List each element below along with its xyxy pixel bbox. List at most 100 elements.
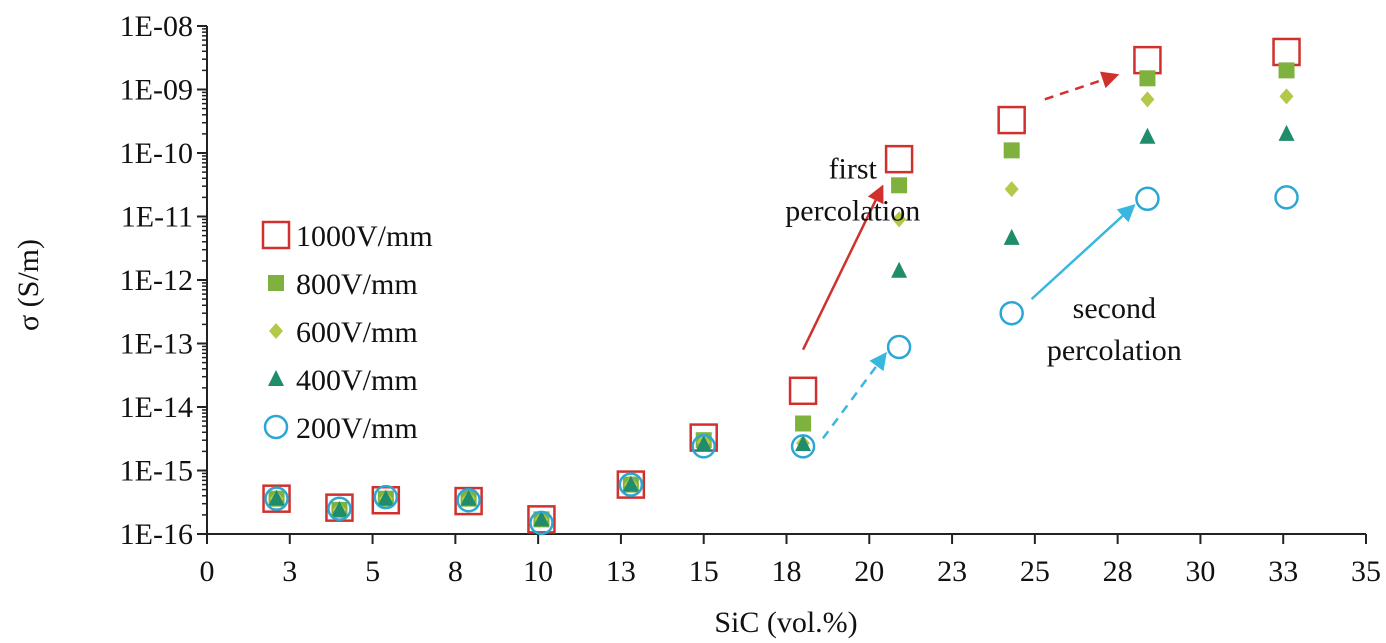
data-point (691, 434, 716, 459)
x-tick-label: 33 (1268, 555, 1298, 588)
y-tick-label: 1E-13 (120, 328, 193, 361)
data-point (1278, 62, 1295, 79)
legend-item: 1000V/mm (261, 220, 433, 253)
data-point (1139, 127, 1156, 144)
data-point (529, 510, 554, 536)
legend-item: 200V/mm (263, 412, 418, 445)
data-point (331, 500, 348, 517)
y-tick-label: 1E-11 (121, 201, 193, 234)
tick-labels: 1E-16 1E-15 1E-14 1E-13 1E-12 1E-11 1E-10 1E-09… (120, 10, 1381, 588)
dashed-arrow (1044, 71, 1120, 101)
data-point (886, 334, 912, 360)
data-point (695, 435, 712, 452)
axes (197, 25, 1367, 544)
data-point (891, 177, 908, 194)
data-point (373, 484, 399, 510)
x-tick-label: 5 (365, 555, 380, 588)
data-point (533, 510, 550, 527)
data-point (1003, 142, 1020, 159)
data-point (891, 261, 908, 278)
percolation-arrows (801, 71, 1136, 440)
y-tick-label: 1E-12 (120, 264, 193, 297)
x-tick-label: 8 (448, 555, 463, 588)
legend-marker (268, 370, 284, 386)
legend-label: 400V/mm (296, 364, 418, 397)
legend-item: 400V/mm (268, 364, 418, 397)
x-tick-label: 30 (1185, 555, 1215, 588)
first-percolation-label: percolation (785, 194, 920, 227)
legend-label: 1000V/mm (296, 220, 433, 253)
data-point (460, 489, 477, 506)
x-tick-label: 25 (1020, 555, 1050, 588)
data-point (892, 211, 907, 228)
legend-item: 600V/mm (269, 316, 418, 349)
second-percolation-label: percolation (1047, 334, 1182, 367)
series-1000v-per-mm (262, 37, 1301, 534)
data-point (999, 300, 1024, 326)
x-tick-label: 23 (937, 555, 967, 588)
data-point (795, 415, 812, 432)
legend-label: 200V/mm (296, 412, 418, 445)
x-tick-label: 20 (854, 555, 884, 588)
data-point (262, 484, 291, 513)
data-point (1140, 91, 1155, 108)
x-tick-label: 10 (523, 555, 553, 588)
data-point (1139, 70, 1156, 87)
x-tick-label: 35 (1351, 555, 1381, 588)
data-point (1279, 88, 1294, 105)
data-point (1272, 37, 1301, 67)
solid-arrow (801, 184, 884, 351)
data-point (264, 486, 289, 511)
x-tick-label: 0 (200, 555, 215, 588)
x-tick-label: 28 (1103, 555, 1133, 588)
legend-label: 800V/mm (296, 268, 418, 301)
annotations: first percolation second percolation (785, 152, 1182, 367)
dashed-arrow (821, 351, 887, 440)
data-point (1133, 45, 1162, 75)
solid-arrow (1030, 204, 1136, 301)
data-point (377, 489, 394, 506)
data-point (1004, 181, 1019, 198)
legend-marker (269, 323, 283, 339)
x-tick-label: 13 (606, 555, 636, 588)
data-point (622, 475, 639, 492)
x-tick-label: 3 (282, 555, 297, 588)
first-percolation-label: first (829, 152, 878, 185)
x-tick-label: 15 (689, 555, 719, 588)
y-tick-label: 1E-16 (120, 518, 193, 551)
data-point (884, 144, 914, 174)
legend-marker (263, 414, 289, 440)
data-point (616, 470, 646, 499)
legend-marker (268, 275, 284, 291)
data-point (268, 489, 285, 506)
legend-item: 800V/mm (268, 268, 418, 301)
y-tick-label: 1E-10 (120, 137, 193, 170)
x-axis-title: SiC (vol.%) (714, 606, 857, 639)
x-tick-label: 18 (772, 555, 802, 588)
data-point (1135, 186, 1160, 212)
data-point (788, 376, 818, 406)
data-point (456, 488, 481, 513)
data-point (327, 496, 352, 521)
y-tick-label: 1E-14 (120, 391, 193, 424)
data-point (997, 105, 1026, 135)
series-200v-per-mm (264, 185, 1299, 536)
y-tick-label: 1E-15 (120, 455, 193, 488)
data-points (262, 37, 1301, 536)
legend-label: 600V/mm (296, 316, 418, 349)
data-point (527, 505, 556, 534)
y-tick-label: 1E-09 (120, 74, 193, 107)
data-point (795, 435, 812, 452)
data-point (1278, 124, 1295, 141)
data-point (618, 472, 644, 497)
series-400v-per-mm (268, 124, 1295, 527)
data-point (1003, 228, 1020, 245)
y-axis-title: σ (S/m) (12, 239, 45, 331)
legend: 1000V/mm 800V/mm 600V/mm 400V/mm 200V/mm (261, 220, 433, 445)
second-percolation-label: second (1073, 292, 1156, 325)
data-point (1274, 185, 1299, 210)
legend-marker (261, 220, 291, 250)
data-point (790, 434, 816, 459)
y-tick-label: 1E-08 (120, 10, 193, 43)
